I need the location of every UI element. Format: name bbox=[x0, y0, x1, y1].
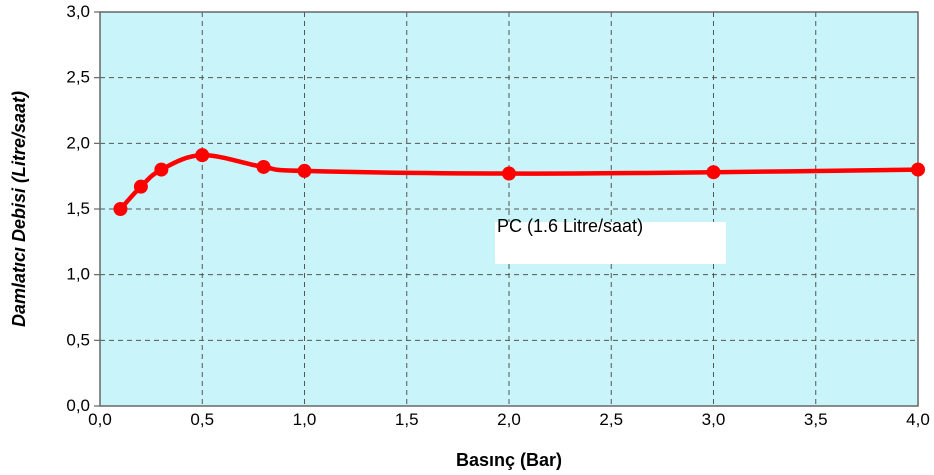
data-point bbox=[256, 159, 271, 174]
annotation-background bbox=[495, 222, 726, 264]
x-axis-title: Basınç (Bar) bbox=[456, 450, 562, 470]
y-tick-label: 1,0 bbox=[66, 265, 90, 284]
data-point bbox=[195, 148, 210, 163]
y-tick-label: 0,5 bbox=[66, 330, 90, 349]
x-tick-labels: 0,0 0,5 1,0 1,5 2,0 2,5 3,0 3,5 4,0 bbox=[88, 410, 930, 429]
y-tick-label: 2,5 bbox=[66, 68, 90, 87]
x-tick-label: 0,0 bbox=[88, 410, 112, 429]
data-point bbox=[706, 165, 721, 180]
y-tick-label: 0,0 bbox=[66, 396, 90, 415]
data-point bbox=[502, 166, 516, 181]
x-tick-label: 3,0 bbox=[702, 410, 726, 429]
annotation-box: PC (1.6 Litre/saat) bbox=[495, 216, 726, 264]
series-layer bbox=[113, 148, 925, 216]
x-tick-label: 4,0 bbox=[906, 410, 930, 429]
y-tick-labels: 0,0 0,5 1,0 1,5 2,0 2,5 3,0 bbox=[66, 2, 90, 415]
grid-lines bbox=[94, 11, 918, 407]
x-tick-label: 1,5 bbox=[395, 410, 419, 429]
x-tick-label: 2,0 bbox=[497, 410, 521, 429]
data-point bbox=[113, 202, 128, 216]
data-point bbox=[133, 179, 148, 194]
y-axis-title: Damlatıcı Debisi (Litre/saat) bbox=[9, 91, 29, 327]
data-point bbox=[154, 162, 169, 177]
x-tick-label: 0,5 bbox=[190, 410, 214, 429]
x-tick-label: 2,5 bbox=[599, 410, 623, 429]
plot-frame bbox=[99, 11, 919, 407]
y-tick-label: 2,0 bbox=[66, 133, 90, 152]
data-point bbox=[297, 163, 312, 178]
x-tick-label: 3,5 bbox=[804, 410, 828, 429]
annotation-label: PC (1.6 Litre/saat) bbox=[497, 216, 643, 236]
y-tick-label: 1,5 bbox=[66, 199, 90, 218]
data-point bbox=[911, 162, 925, 177]
y-tick-label: 3,0 bbox=[66, 2, 90, 21]
x-tick-label: 1,0 bbox=[293, 410, 317, 429]
